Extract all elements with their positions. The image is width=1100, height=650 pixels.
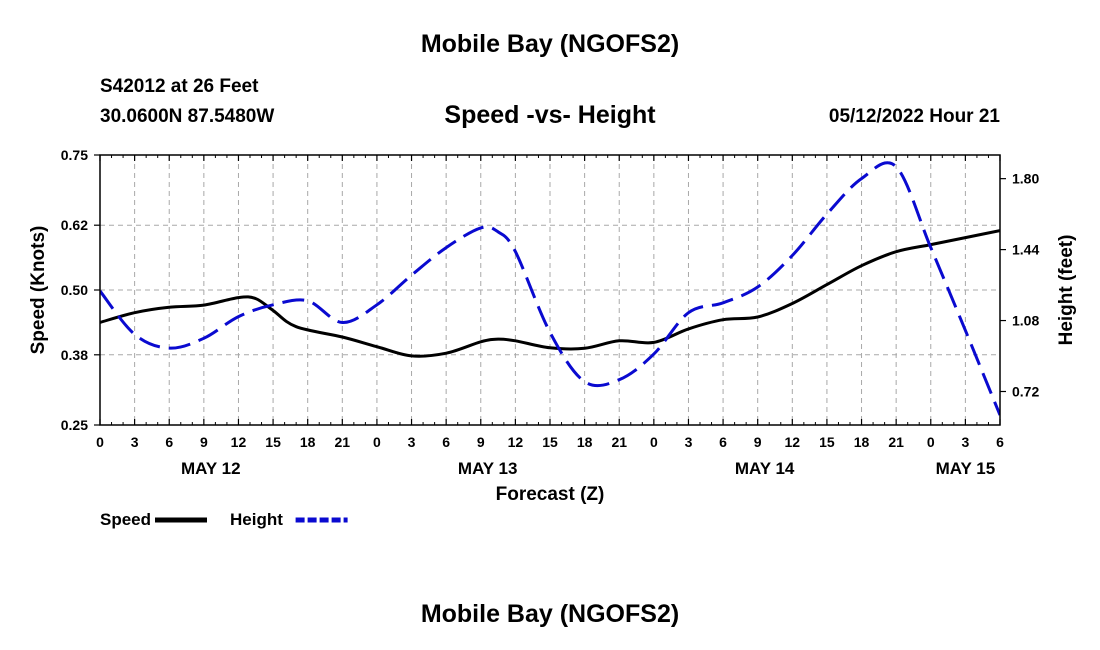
y-tick-label: 0.62 bbox=[61, 217, 88, 233]
x-tick-label: 6 bbox=[719, 434, 727, 450]
x-tick-label: 0 bbox=[373, 434, 381, 450]
x-tick-label: 12 bbox=[231, 434, 247, 450]
x-tick-label: 15 bbox=[819, 434, 835, 450]
date-label: MAY 15 bbox=[936, 459, 996, 478]
station-coordinates: 30.0600N 87.5480W bbox=[100, 106, 275, 127]
axis-ticks bbox=[94, 154, 1006, 426]
station-label: S42012 at 26 Feet bbox=[100, 76, 259, 97]
x-tick-label: 6 bbox=[165, 434, 173, 450]
x-tick-label: 9 bbox=[477, 434, 485, 450]
x-tick-label: 15 bbox=[265, 434, 281, 450]
forecast-datetime: 05/12/2022 Hour 21 bbox=[828, 106, 1000, 127]
x-tick-label: 15 bbox=[542, 434, 558, 450]
y2-tick-label: 1.80 bbox=[1012, 171, 1039, 187]
axis-labels: 0 3 6 9 12 15 18 21 0 3 6 9 12 15 18 21 0 3 6 9 12 15 18 21 0 3 6M… bbox=[61, 147, 1040, 478]
x-tick-label: 3 bbox=[408, 434, 416, 450]
x-tick-label: 21 bbox=[888, 434, 904, 450]
date-label: MAY 12 bbox=[181, 459, 241, 478]
legend-label-speed: Speed bbox=[100, 510, 151, 529]
x-tick-label: 0 bbox=[650, 434, 658, 450]
x-tick-label: 9 bbox=[754, 434, 762, 450]
x-tick-label: 0 bbox=[927, 434, 935, 450]
x-axis-title: Forecast (Z) bbox=[496, 484, 605, 505]
legend: Speed Height bbox=[100, 510, 348, 529]
x-tick-label: 21 bbox=[611, 434, 627, 450]
x-tick-label: 18 bbox=[300, 434, 316, 450]
date-label: MAY 13 bbox=[458, 459, 518, 478]
x-tick-label: 6 bbox=[996, 434, 1004, 450]
y-tick-label: 0.75 bbox=[61, 147, 88, 163]
y-tick-label: 0.50 bbox=[61, 282, 88, 298]
x-tick-label: 3 bbox=[131, 434, 139, 450]
legend-label-height: Height bbox=[230, 510, 283, 529]
y2-tick-label: 0.72 bbox=[1012, 383, 1039, 399]
x-tick-label: 21 bbox=[335, 434, 351, 450]
y2-tick-label: 1.44 bbox=[1012, 242, 1039, 258]
x-tick-label: 3 bbox=[685, 434, 693, 450]
date-label: MAY 14 bbox=[735, 459, 795, 478]
x-tick-label: 12 bbox=[785, 434, 801, 450]
chart-title-repeat: Mobile Bay (NGOFS2) bbox=[420, 600, 680, 628]
x-tick-label: 6 bbox=[442, 434, 450, 450]
x-tick-label: 3 bbox=[961, 434, 969, 450]
y2-tick-label: 1.08 bbox=[1012, 313, 1039, 329]
chart-title: Mobile Bay (NGOFS2) bbox=[420, 30, 680, 58]
x-tick-label: 0 bbox=[96, 434, 104, 450]
x-tick-label: 18 bbox=[854, 434, 870, 450]
y-tick-label: 0.25 bbox=[61, 417, 88, 433]
y2-axis-title: Height (feet) bbox=[1056, 235, 1077, 346]
x-tick-label: 9 bbox=[200, 434, 208, 450]
grid bbox=[100, 155, 1000, 425]
y-axis-title: Speed (Knots) bbox=[28, 226, 49, 355]
x-tick-label: 18 bbox=[577, 434, 593, 450]
chart-subtitle: Speed -vs- Height bbox=[444, 101, 656, 129]
x-tick-label: 12 bbox=[508, 434, 524, 450]
y-tick-label: 0.38 bbox=[61, 347, 88, 363]
